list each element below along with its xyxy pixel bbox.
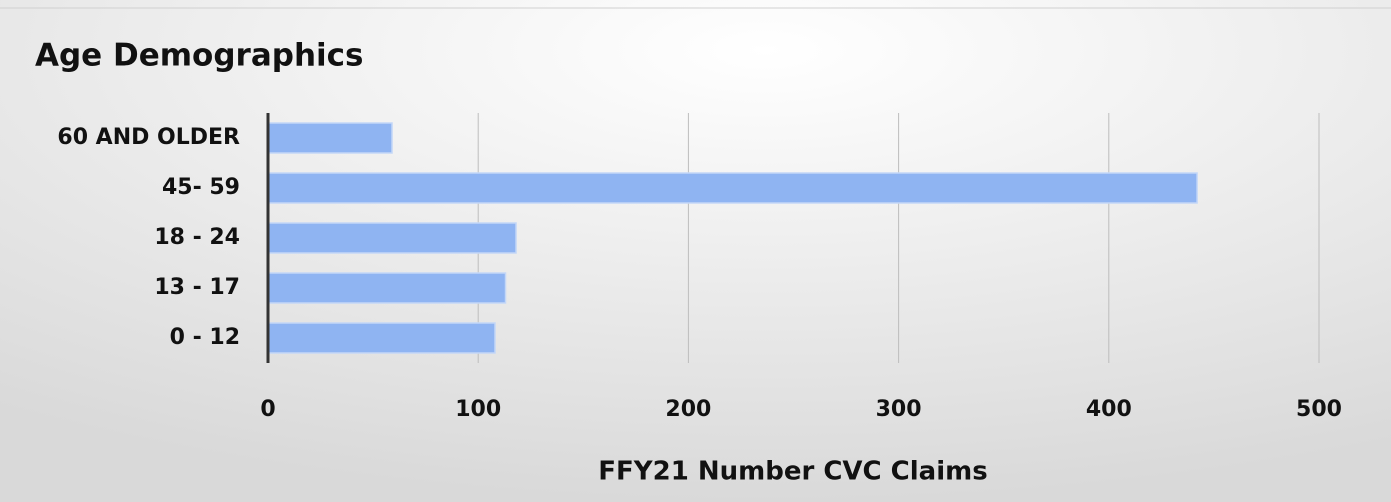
y-tick-label: 13 - 17 bbox=[154, 275, 240, 300]
x-tick-label: 0 bbox=[260, 397, 275, 422]
x-tick-label: 400 bbox=[1086, 397, 1132, 422]
bar bbox=[267, 322, 496, 354]
bar bbox=[267, 122, 393, 154]
bar bbox=[267, 272, 507, 304]
y-tick-label: 18 - 24 bbox=[154, 225, 240, 250]
bar bbox=[267, 222, 517, 254]
x-tick-label: 500 bbox=[1296, 397, 1342, 422]
y-tick-label: 60 AND OLDER bbox=[57, 125, 240, 150]
bar bbox=[267, 172, 1198, 204]
y-tick-label: 0 - 12 bbox=[170, 325, 240, 350]
x-tick-label: 300 bbox=[876, 397, 922, 422]
x-tick-label: 200 bbox=[665, 397, 711, 422]
x-axis-title: FFY21 Number CVC Claims bbox=[598, 457, 987, 487]
x-tick-label: 100 bbox=[455, 397, 501, 422]
chart-title: Age Demographics bbox=[35, 38, 363, 74]
y-tick-label: 45- 59 bbox=[162, 175, 240, 200]
